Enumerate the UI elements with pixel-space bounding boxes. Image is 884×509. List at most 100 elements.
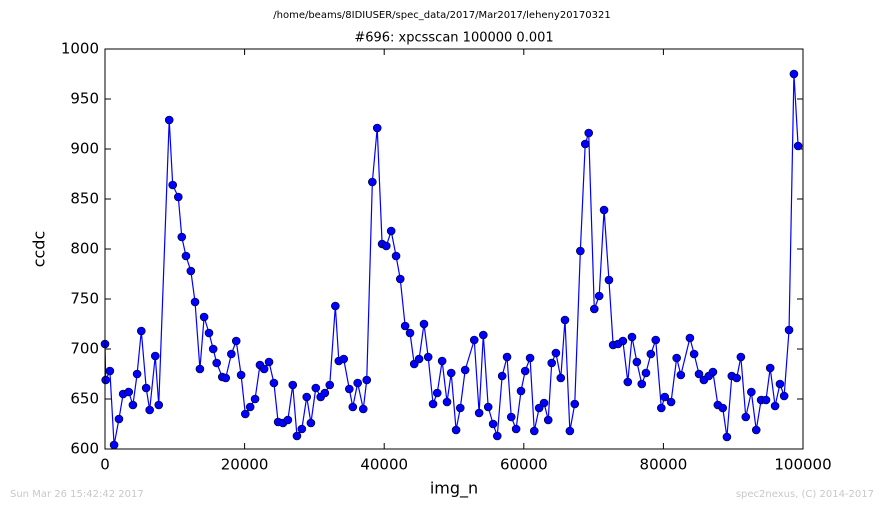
- data-point: [325, 380, 335, 390]
- data-point: [793, 141, 803, 151]
- data-point: [442, 397, 452, 407]
- data-point: [556, 373, 566, 383]
- data-point: [288, 380, 298, 390]
- data-point: [181, 251, 191, 261]
- data-point: [708, 367, 718, 377]
- data-point: [474, 408, 484, 418]
- data-point: [520, 366, 530, 376]
- data-point: [358, 404, 368, 414]
- data-point: [302, 392, 312, 402]
- data-point: [547, 358, 557, 368]
- data-point: [177, 232, 187, 242]
- data-point: [114, 414, 124, 424]
- data-point: [297, 424, 307, 434]
- data-point: [386, 226, 396, 236]
- suptitle: /home/beams/8IDIUSER/spec_data/2017/Mar2…: [273, 10, 610, 21]
- data-point: [250, 394, 260, 404]
- y-tick-label: 600: [70, 440, 99, 458]
- data-point: [732, 373, 741, 383]
- data-point: [560, 315, 570, 325]
- data-point: [741, 412, 751, 422]
- data-point: [423, 352, 433, 362]
- data-point: [770, 401, 780, 411]
- data-line: [104, 73, 799, 446]
- data-point: [292, 431, 302, 441]
- data-point: [231, 336, 241, 346]
- data-point: [779, 391, 789, 401]
- data-point: [105, 366, 115, 376]
- data-point: [414, 354, 424, 364]
- footer-right: spec2nexus, (C) 2014-2017: [736, 489, 874, 500]
- y-tick-label: 800: [70, 240, 99, 258]
- data-point: [362, 375, 372, 385]
- data-point: [437, 356, 447, 366]
- data-point: [419, 319, 429, 329]
- data-point: [128, 400, 138, 410]
- data-point: [344, 384, 354, 394]
- y-tick-label: 850: [70, 190, 99, 208]
- data-point: [348, 402, 358, 412]
- data-point: [576, 246, 585, 256]
- data-point: [227, 349, 236, 359]
- data-point: [694, 369, 704, 379]
- data-point: [479, 330, 488, 340]
- y-tick-label: 950: [70, 90, 99, 108]
- data-point: [736, 352, 746, 362]
- x-tick-label: 40000: [360, 456, 408, 474]
- data-point: [221, 373, 231, 383]
- data-point: [539, 398, 549, 408]
- data-point: [506, 412, 516, 422]
- data-point: [339, 354, 349, 364]
- data-point: [236, 370, 246, 380]
- x-tick-label: 60000: [500, 456, 548, 474]
- data-point: [451, 425, 461, 435]
- data-point: [584, 128, 594, 138]
- data-point: [320, 388, 330, 398]
- data-point: [164, 115, 174, 125]
- y-tick-label: 700: [70, 340, 99, 358]
- y-tick-label: 750: [70, 290, 99, 308]
- data-point: [529, 426, 539, 436]
- data-point: [775, 379, 785, 389]
- data-point: [623, 377, 633, 387]
- data-point: [469, 335, 479, 345]
- data-point: [492, 431, 502, 441]
- data-point: [765, 363, 775, 373]
- data-point: [632, 357, 642, 367]
- footer-left: Sun Mar 26 15:42:42 2017: [10, 489, 144, 500]
- data-point: [368, 177, 377, 187]
- data-point: [208, 344, 218, 354]
- data-point: [483, 402, 493, 412]
- data-point: [353, 378, 362, 388]
- data-point: [432, 388, 442, 398]
- data-point: [789, 69, 799, 79]
- data-point: [395, 274, 405, 284]
- chart-title: #696: xpcsscan 100000 0.001: [354, 31, 553, 46]
- data-point: [428, 399, 438, 409]
- x-tick-label: 0: [100, 456, 110, 474]
- data-point: [372, 123, 382, 133]
- data-point: [109, 440, 119, 450]
- data-point: [580, 139, 590, 149]
- data-point: [646, 349, 656, 359]
- data-point: [637, 379, 647, 389]
- data-point: [497, 371, 507, 381]
- data-point: [618, 336, 628, 346]
- data-point: [460, 365, 470, 375]
- data-point: [204, 328, 214, 338]
- data-point: [689, 349, 699, 359]
- data-point: [259, 364, 269, 374]
- data-point: [455, 403, 465, 413]
- data-point: [651, 335, 661, 345]
- data-point: [186, 266, 196, 276]
- x-tick-label: 80000: [640, 456, 688, 474]
- data-point: [446, 368, 456, 378]
- data-point: [145, 405, 154, 415]
- data-point: [570, 399, 580, 409]
- data-point: [627, 332, 637, 342]
- data-point: [751, 425, 761, 435]
- data-point: [391, 251, 401, 261]
- data-point: [199, 312, 209, 322]
